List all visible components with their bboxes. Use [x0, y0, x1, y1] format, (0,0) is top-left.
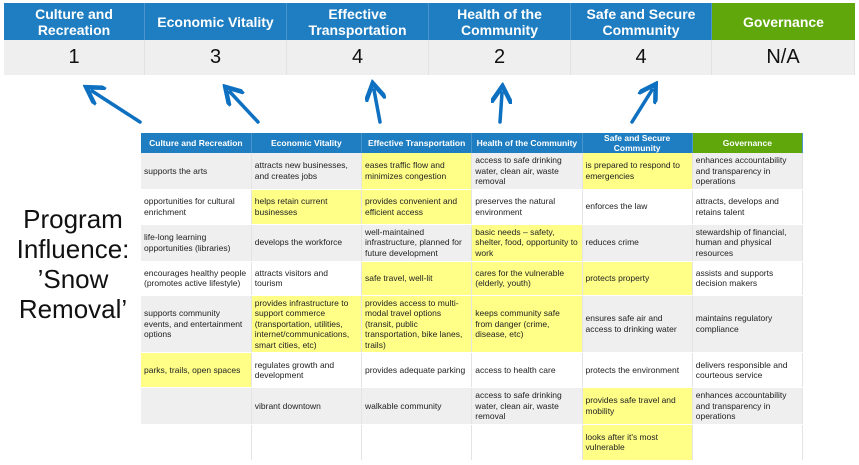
matrix-cell: enhances accountability and transparency…: [692, 153, 804, 190]
matrix-cell: maintains regulatory compliance: [692, 295, 804, 353]
matrix-cell: access to health care: [471, 352, 583, 388]
score-header-economic: Economic Vitality: [145, 3, 287, 40]
score-culture: 1: [4, 40, 145, 75]
arrow-icon: [230, 92, 260, 124]
matrix-cell: attracts, develops and retains talent: [692, 189, 804, 225]
matrix-header: Effective Transportation: [361, 133, 473, 153]
table-row: looks after it's most vulnerable: [141, 424, 804, 461]
matrix-cell: [692, 424, 804, 461]
matrix-cell: is prepared to respond to emergencies: [582, 153, 693, 190]
matrix-cell: supports community events, and entertain…: [141, 295, 252, 353]
table-row: life-long learning opportunities (librar…: [141, 224, 804, 262]
score-header-safe: Safe and Secure Community: [571, 3, 712, 40]
matrix-header: Culture and Recreation: [141, 133, 252, 153]
matrix-cell: parks, trails, open spaces: [141, 352, 252, 388]
matrix-cell: assists and supports decision makers: [692, 261, 804, 296]
table-row: encourages healthy people (promotes acti…: [141, 261, 804, 296]
matrix-cell: preserves the natural environment: [471, 189, 583, 225]
score-governance: N/A: [712, 40, 855, 75]
matrix-cell: protects property: [582, 261, 693, 296]
score-health: 2: [429, 40, 571, 75]
matrix-cell: attracts visitors and tourism: [251, 261, 363, 296]
score-header-governance: Governance: [712, 3, 855, 40]
matrix-cell: protects the environment: [582, 352, 693, 388]
table-row: parks, trails, open spaces regulates grow…: [141, 352, 804, 388]
matrix-cell: attracts new businesses, and creates job…: [251, 153, 363, 190]
matrix-cell: regulates growth and development: [251, 352, 363, 388]
matrix-cell: access to safe drinking water, clean air…: [471, 153, 583, 190]
matrix-cell: enhances accountability and transparency…: [692, 387, 804, 425]
matrix-cell: eases traffic flow and minimizes congest…: [361, 153, 473, 190]
matrix-cell: [141, 387, 252, 425]
program-influence-label: Program Influence: ’Snow Removal’: [16, 204, 130, 324]
matrix-cell: keeps community safe from danger (crime,…: [471, 295, 583, 353]
matrix-cell: encourages healthy people (promotes acti…: [141, 261, 252, 296]
table-row: opportunities for cultural enrichment hel…: [141, 189, 804, 225]
matrix-cell: stewardship of financial, human and phys…: [692, 224, 804, 262]
score-economic: 3: [145, 40, 287, 75]
matrix-cell: safe travel, well-lit: [361, 261, 473, 296]
matrix-cell: [251, 424, 363, 461]
matrix-cell: life-long learning opportunities (librar…: [141, 224, 252, 262]
matrix-cell: supports the arts: [141, 153, 252, 190]
matrix-cell: provides adequate parking: [361, 352, 473, 388]
arrow-icon: [500, 93, 502, 124]
matrix-cell: provides convenient and efficient access: [361, 189, 473, 225]
score-safe: 4: [571, 40, 712, 75]
score-header-culture: Culture and Recreation: [4, 3, 145, 40]
arrow-icon: [374, 90, 380, 124]
score-summary-table: Culture and Recreation Economic Vitality…: [4, 3, 855, 75]
matrix-header: Safe and Secure Community: [582, 133, 693, 153]
matrix-cell: provides safe travel and mobility: [582, 387, 693, 425]
matrix-cell: walkable community: [361, 387, 473, 425]
matrix-cell: basic needs – safety, shelter, food, opp…: [471, 224, 583, 262]
matrix-header: Health of the Community: [471, 133, 583, 153]
matrix-cell: [141, 424, 252, 461]
matrix-cell: well-maintained infrastructure, planned …: [361, 224, 473, 262]
matrix-cell: ensures safe air and access to drinking …: [582, 295, 693, 353]
matrix-cell: delivers responsible and courteous servi…: [692, 352, 804, 388]
table-row: supports the arts attracts new businesses…: [141, 153, 804, 190]
matrix-cell: develops the workforce: [251, 224, 363, 262]
matrix-cell: helps retain current businesses: [251, 189, 363, 225]
matrix-header: Governance: [692, 133, 804, 153]
matrix-cell: provides access to multi-modal travel op…: [361, 295, 473, 353]
score-transportation: 4: [287, 40, 429, 75]
matrix-cell: provides infrastructure to support comme…: [251, 295, 363, 353]
score-header-transportation: Effective Transportation: [287, 3, 429, 40]
arrow-icon: [92, 91, 142, 124]
score-header-health: Health of the Community: [429, 3, 571, 40]
matrix-cell: [361, 424, 473, 461]
matrix-cell: looks after it's most vulnerable: [582, 424, 693, 461]
matrix-cell: opportunities for cultural enrichment: [141, 189, 252, 225]
matrix-cell: access to safe drinking water, clean air…: [471, 387, 583, 425]
arrow-icon: [630, 90, 652, 124]
table-row: vibrant downtown walkable community access…: [141, 387, 804, 425]
matrix-header: Economic Vitality: [251, 133, 363, 153]
influence-matrix: Culture and Recreation Economic Vitality E…: [141, 133, 804, 461]
table-row: supports community events, and entertain…: [141, 295, 804, 353]
matrix-cell: vibrant downtown: [251, 387, 363, 425]
matrix-cell: cares for the vulnerable (elderly, youth…: [471, 261, 583, 296]
matrix-cell: reduces crime: [582, 224, 693, 262]
matrix-cell: enforces the law: [582, 189, 693, 225]
matrix-cell: [471, 424, 583, 461]
